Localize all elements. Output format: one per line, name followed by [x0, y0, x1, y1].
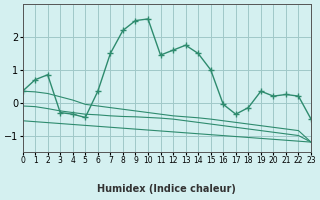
X-axis label: Humidex (Indice chaleur): Humidex (Indice chaleur) [97, 184, 236, 194]
